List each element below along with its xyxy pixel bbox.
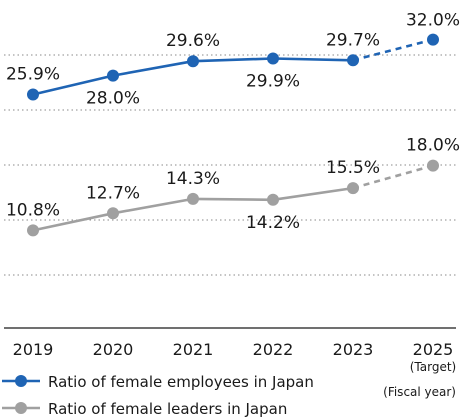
- data-point: [27, 88, 39, 101]
- x-axis: 2019 2020 2021 2022 2023 2025(Target): [13, 340, 457, 374]
- data-point: [187, 55, 199, 68]
- data-label: 10.8%: [6, 200, 60, 220]
- data-point: [427, 159, 439, 172]
- data-point: [107, 207, 119, 220]
- data-label: 29.6%: [166, 31, 220, 51]
- data-label: 32.0%: [406, 11, 460, 31]
- data-point: [347, 182, 359, 195]
- data-label: 15.5%: [326, 158, 380, 178]
- x-axis-note: (Fiscal year): [383, 385, 456, 399]
- data-label: 18.0%: [406, 136, 460, 156]
- series-layer: 25.9% 28.0% 29.6% 29.9% 29.7% 32.0% 10.8% 12.7%…: [6, 11, 460, 237]
- x-tick-label: 2019: [13, 340, 54, 359]
- series-1: 25.9% 28.0% 29.6% 29.9% 29.7% 32.0%: [6, 11, 460, 109]
- legend-label: Ratio of female leaders in Japan: [48, 400, 287, 418]
- data-label: 28.0%: [86, 89, 140, 109]
- legend: Ratio of female employees in Japan Ratio …: [2, 373, 314, 418]
- data-point: [267, 193, 279, 206]
- legend-swatch-marker: [15, 402, 27, 414]
- legend-swatch-marker: [15, 375, 27, 387]
- data-label: 14.3%: [166, 169, 220, 189]
- x-tick-label: 2021: [173, 340, 214, 359]
- series-2: 10.8% 12.7% 14.3% 14.2% 15.5% 18.0%: [6, 136, 460, 237]
- x-tick-label: 2022: [253, 340, 294, 359]
- x-tick-label: 2020: [93, 340, 134, 359]
- data-point: [107, 69, 119, 82]
- data-label: 12.7%: [86, 183, 140, 203]
- data-point: [267, 52, 279, 65]
- data-label: 25.9%: [6, 65, 60, 85]
- series-target-line: [352, 38, 434, 62]
- series-target-line: [352, 164, 434, 190]
- data-label: 29.7%: [326, 30, 380, 50]
- x-tick-sublabel: (Target): [410, 360, 457, 374]
- data-point: [347, 54, 359, 67]
- data-point: [427, 33, 439, 46]
- x-tick-label: 2023: [333, 340, 374, 359]
- gridlines: [4, 54, 456, 276]
- legend-item: Ratio of female leaders in Japan: [2, 400, 287, 418]
- data-point: [187, 192, 199, 205]
- data-point: [27, 224, 39, 237]
- data-label: 14.2%: [246, 213, 300, 233]
- data-label: 29.9%: [246, 72, 300, 92]
- legend-label: Ratio of female employees in Japan: [48, 373, 314, 391]
- legend-item: Ratio of female employees in Japan: [2, 373, 314, 391]
- x-tick-label: 2025: [413, 340, 454, 359]
